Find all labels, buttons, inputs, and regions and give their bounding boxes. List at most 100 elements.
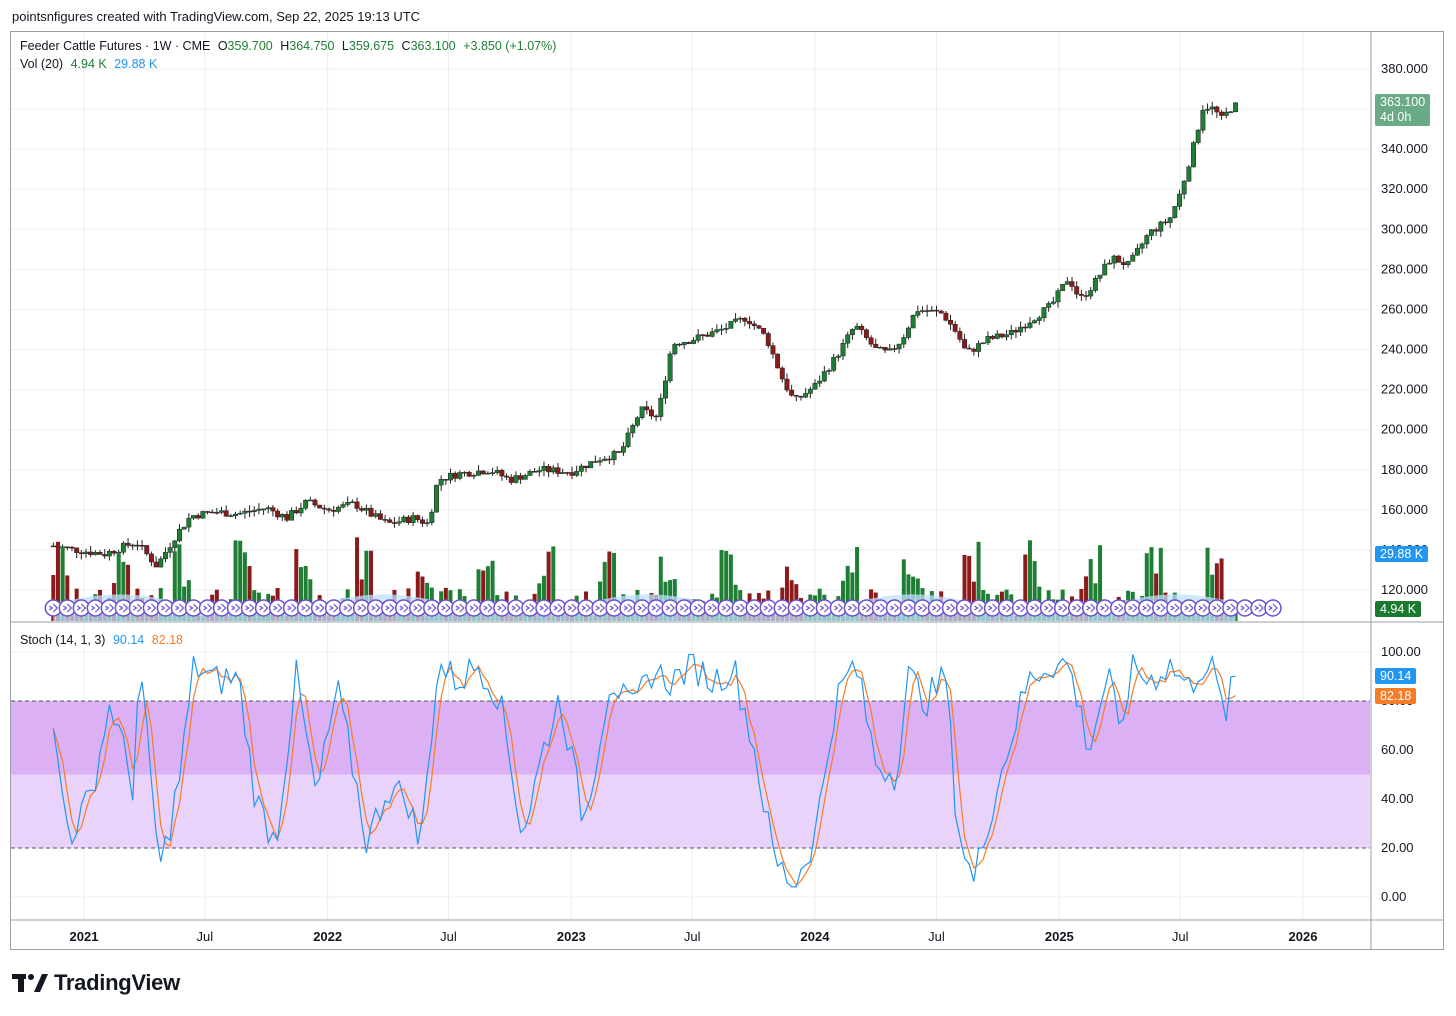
candle-body: [1172, 206, 1178, 218]
candle-body: [1069, 281, 1075, 287]
event-marker-arrow: [357, 603, 367, 613]
price-axis-label: 200.000: [1381, 422, 1428, 437]
candle-body: [644, 406, 650, 411]
event-marker-icon: [927, 599, 946, 617]
volume-bar: [1158, 547, 1163, 621]
candle-body: [247, 510, 253, 513]
candle-body: [578, 465, 584, 472]
candle-body: [929, 309, 935, 312]
candle-body: [620, 446, 626, 453]
candle-body: [452, 472, 458, 479]
candle-body: [50, 545, 56, 548]
candle-body: [896, 343, 902, 350]
candle-body: [181, 526, 187, 530]
volume-bar: [855, 547, 860, 621]
event-marker-icon: [815, 599, 834, 617]
candle-body: [200, 511, 206, 519]
candle-body: [957, 331, 963, 340]
volume-bar: [415, 571, 420, 621]
volume-bar: [294, 549, 299, 621]
candle-body: [420, 519, 425, 524]
candle-body: [177, 528, 182, 542]
event-marker-arrow: [231, 603, 241, 613]
event-marker-icon: [1250, 599, 1268, 617]
event-marker-arrow: [918, 603, 928, 613]
candle-body: [508, 476, 514, 483]
candle-body: [209, 511, 215, 514]
candle-body: [331, 510, 337, 512]
candle-body: [630, 425, 636, 434]
candle-body: [102, 554, 108, 557]
event-marker-arrow: [1058, 603, 1068, 613]
event-marker-icon: [296, 599, 315, 617]
candle-body: [555, 467, 561, 474]
candle-body: [1209, 106, 1215, 110]
volume-bar: [490, 560, 495, 621]
event-marker-arrow: [455, 603, 465, 613]
candle-body: [733, 318, 739, 322]
volume-ma-value: 29.88 K: [114, 57, 158, 71]
event-marker-icon: [1236, 599, 1254, 617]
candle-body: [354, 501, 360, 509]
event-marker-icon: [689, 599, 707, 617]
candle-body: [705, 334, 710, 337]
stoch-k-line: [52, 653, 1236, 888]
time-axis-label: 2026: [1289, 929, 1318, 944]
candle-body: [74, 547, 80, 553]
price-axis-label: 300.000: [1381, 221, 1428, 236]
event-marker-arrow: [820, 603, 830, 613]
candle-body: [588, 461, 594, 469]
candle-body: [261, 508, 267, 511]
stoch-d-value: 82.18: [151, 633, 183, 647]
candle-body: [1008, 329, 1014, 335]
volume-bar: [298, 567, 303, 621]
candle-body: [289, 510, 295, 521]
candle-body: [1097, 274, 1103, 279]
candle-body: [480, 470, 486, 475]
candle-body: [83, 551, 89, 554]
volume-bar: [789, 580, 794, 621]
volume-tag: 4.94 K: [1375, 601, 1422, 617]
event-marker-icon: [871, 599, 890, 617]
price-axis-label: 160.000: [1381, 502, 1428, 517]
volume-bar: [126, 564, 131, 621]
time-axis-label: 2025: [1045, 929, 1074, 944]
candle-body: [1167, 217, 1173, 224]
candle-body: [139, 545, 145, 547]
volume-bar: [364, 550, 369, 621]
event-marker-arrow: [960, 603, 970, 613]
candle-body: [1233, 102, 1239, 112]
volume-legend: Vol (20) 4.94 K 29.88 K: [20, 57, 161, 71]
stoch-label[interactable]: Stoch (14, 1, 3): [20, 633, 106, 647]
candle-body: [653, 415, 659, 418]
candle-body: [1013, 329, 1019, 333]
candle-body: [401, 516, 407, 522]
candle-body: [765, 333, 771, 346]
event-marker-arrow: [175, 603, 185, 613]
candle-body: [747, 321, 753, 325]
candle-body: [1055, 290, 1061, 303]
tradingview-logo[interactable]: TradingView: [12, 970, 180, 996]
event-marker-arrow: [1072, 603, 1082, 613]
candle-body: [817, 380, 823, 384]
candle-body: [728, 321, 734, 329]
volume-bar: [724, 550, 729, 621]
volume-bar: [238, 540, 243, 621]
candle-body: [214, 512, 220, 514]
candle-body: [363, 507, 369, 511]
volume-bar: [541, 575, 546, 621]
candle-body: [634, 417, 640, 426]
event-marker-arrow: [834, 603, 844, 613]
volume-label[interactable]: Vol (20): [20, 57, 64, 71]
candle-body: [887, 348, 893, 351]
candle-body: [985, 336, 991, 344]
volume-bar: [303, 565, 308, 621]
event-marker-arrow: [1170, 603, 1180, 613]
candle-body: [88, 551, 94, 555]
event-marker-icon: [1138, 599, 1156, 617]
volume-ma-tag: 29.88 K: [1375, 546, 1429, 562]
candle-body: [938, 310, 944, 314]
symbol-label[interactable]: Feeder Cattle Futures · 1W · CME: [20, 39, 211, 53]
event-marker-arrow: [483, 603, 493, 613]
